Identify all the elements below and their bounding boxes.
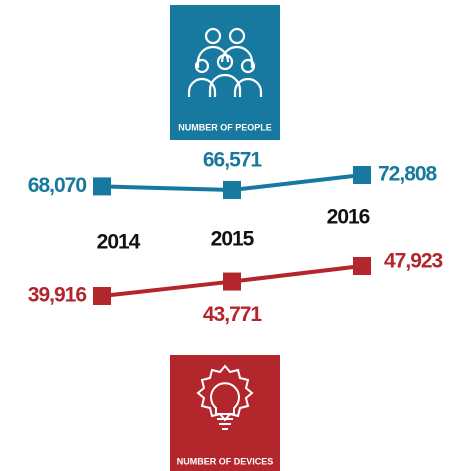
point-marker (353, 257, 371, 275)
year-label: 2015 (211, 228, 255, 251)
people-box-label: NUMBER OF PEOPLE (178, 122, 272, 132)
point-marker (223, 272, 241, 291)
people-box (170, 5, 280, 140)
devices-box-label: NUMBER OF DEVICES (177, 456, 274, 466)
point-marker (93, 177, 111, 196)
year-label: 2014 (97, 231, 141, 254)
value-label: 72,808 (378, 163, 438, 186)
value-label: 39,916 (28, 284, 87, 307)
people-icon-box: NUMBER OF PEOPLE (170, 5, 280, 140)
point-marker (353, 166, 371, 184)
value-label: 43,771 (203, 303, 263, 326)
point-marker (223, 181, 241, 199)
value-label: 68,070 (28, 174, 87, 197)
value-label: 47,923 (384, 250, 443, 273)
people-icon (187, 27, 263, 97)
year-label: 2016 (327, 206, 370, 229)
point-marker (93, 287, 111, 305)
devices-icon (196, 364, 254, 430)
value-label: 66,571 (203, 149, 263, 172)
devices-icon-box: NUMBER OF DEVICES (170, 355, 280, 471)
